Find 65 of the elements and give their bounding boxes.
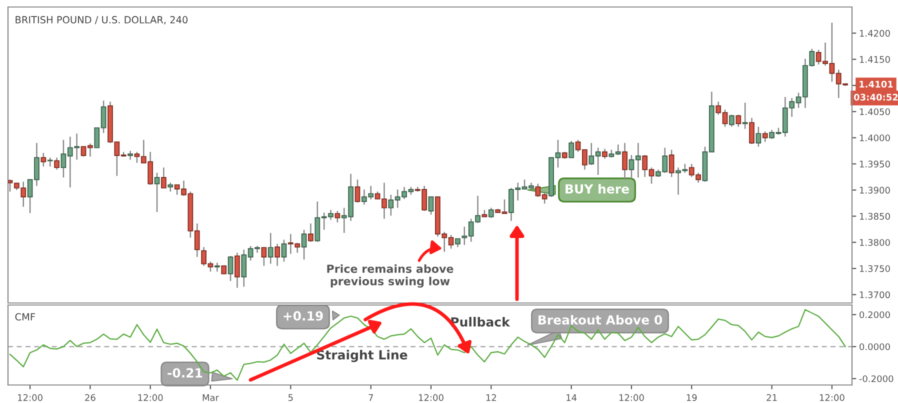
- candlestick: [214, 262, 220, 272]
- x-tick-label: Mar: [202, 394, 219, 402]
- candlestick: [354, 178, 360, 204]
- x-tick-label: 12:00: [18, 394, 42, 402]
- candlestick: [301, 229, 307, 260]
- x-tick-label: 12:00: [820, 394, 844, 402]
- annotation: Pullback: [451, 316, 510, 327]
- text: CMF: [15, 313, 35, 321]
- candlestick: [729, 114, 734, 128]
- candlestick: [234, 252, 240, 288]
- candlestick: [334, 210, 340, 224]
- y-tick-label: -0.2000: [859, 375, 894, 382]
- candlestick: [742, 102, 748, 130]
- annotation: BUY here: [566, 184, 629, 194]
- text: BRITISH POUND / U.S. DOLLAR, 240: [16, 16, 188, 24]
- line-series: [9, 309, 846, 382]
- x-tick-label: 14: [566, 394, 577, 401]
- y-tick-label: 0.2000: [860, 311, 890, 318]
- candlestick: [268, 232, 274, 264]
- y-tick-label: 1.3850: [860, 212, 890, 220]
- candlestick: [568, 140, 574, 158]
- candlestick: [488, 207, 494, 218]
- candlestick: [756, 126, 762, 148]
- candlestick: [261, 246, 267, 266]
- candlestick: [308, 222, 314, 242]
- y-tick-label: 1.3950: [860, 160, 890, 168]
- y-tick-label: 1.3700: [860, 291, 890, 298]
- candlestick: [161, 166, 166, 189]
- annotation: Breakout Above 0: [538, 314, 662, 325]
- candlestick: [668, 149, 674, 178]
- y-tick-label: 1.3750: [860, 265, 890, 272]
- candlestick: [428, 196, 434, 216]
- x-tick-label: 12:00: [619, 394, 644, 402]
- candlestick: [40, 152, 46, 168]
- y-tick-label: 1.4200: [860, 30, 890, 37]
- annotation: Straight Line: [317, 350, 408, 362]
- candlestick: [228, 255, 234, 282]
- text: 1.4101: [860, 80, 893, 88]
- candlestick: [749, 117, 754, 145]
- y-tick-label: 1.4150: [860, 56, 890, 63]
- x-tick-label: 26: [85, 394, 96, 402]
- y-tick-label: 0.0000: [860, 343, 890, 350]
- x-tick-label: 12: [486, 394, 496, 401]
- text: 03:40:52: [854, 94, 898, 101]
- annotation: Price remains above previous swing low: [327, 264, 454, 288]
- x-tick-label: 5: [288, 394, 293, 402]
- candlestick: [602, 148, 608, 160]
- y-tick-label: 1.3900: [860, 186, 890, 194]
- annotation: -0.21: [168, 368, 202, 378]
- candlestick: [622, 142, 628, 180]
- annotation: +0.19: [284, 311, 323, 321]
- y-tick-label: 1.3800: [860, 239, 890, 246]
- x-tick-label: 12:00: [138, 394, 163, 402]
- candlestick: [762, 130, 768, 143]
- candlestick: [54, 156, 60, 170]
- x-tick-label: 7: [368, 394, 373, 401]
- y-tick-label: 1.4050: [860, 108, 890, 116]
- candlestick: [281, 239, 287, 262]
- candlestick: [274, 243, 280, 266]
- x-tick-label: 21: [766, 394, 777, 401]
- candlestick: [154, 172, 160, 213]
- y-tick-label: 1.4000: [860, 134, 890, 142]
- x-tick-label: 12:00: [418, 394, 444, 402]
- candlestick: [736, 114, 742, 128]
- x-tick-label: 19: [686, 394, 697, 402]
